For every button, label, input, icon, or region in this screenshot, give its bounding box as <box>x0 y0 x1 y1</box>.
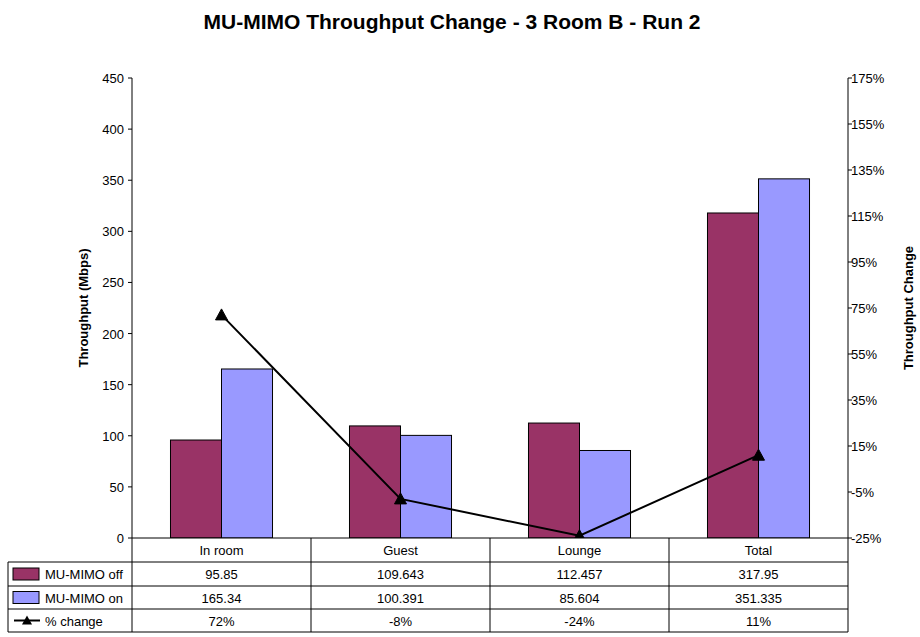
y2-axis-title: Throughput Change <box>901 246 916 370</box>
bar <box>170 440 221 538</box>
table-value: 351.335 <box>735 591 782 606</box>
table-line <box>8 562 9 632</box>
legend-key <box>13 568 39 580</box>
y-tick-label: 250 <box>102 275 124 290</box>
y-tick <box>128 486 132 487</box>
y-tick-label: 350 <box>102 173 124 188</box>
legend-key <box>22 616 32 625</box>
table-value: 72% <box>208 614 234 629</box>
category-label: Guest <box>383 543 418 558</box>
y-tick <box>128 129 132 130</box>
data-table: In room Guest Lounge Total MU-MIMO off 95.85 1… <box>8 538 848 632</box>
table-line <box>132 538 133 632</box>
table-value: -8% <box>389 614 413 629</box>
y2-tick-label: 15% <box>851 439 877 454</box>
table-value: 109.643 <box>377 567 424 582</box>
title: MU-MIMO Throughput Change - 3 Room B - R… <box>204 10 701 33</box>
legend-label: MU-MIMO off <box>45 567 123 582</box>
y-tick-label: 0 <box>117 531 124 546</box>
y-tick-label: 200 <box>102 327 124 342</box>
bar <box>401 435 452 538</box>
table-line <box>848 538 849 632</box>
table-value: 165.34 <box>202 591 242 606</box>
marker <box>753 449 765 460</box>
table-value: 100.391 <box>377 591 424 606</box>
y-tick <box>128 78 132 79</box>
y2-tick-label: -5% <box>851 485 875 500</box>
marker <box>216 309 228 320</box>
y-tick-label: 150 <box>102 378 124 393</box>
marker <box>574 530 586 538</box>
table-line <box>8 562 848 563</box>
category-label: In room <box>199 543 243 558</box>
category-label: Lounge <box>558 543 601 558</box>
y-tick <box>128 538 132 539</box>
y2-tick-label: 135% <box>851 163 885 178</box>
y2-tick-label: 35% <box>851 393 877 408</box>
y-axis-line <box>132 78 133 538</box>
y-tick-label: 50 <box>110 480 124 495</box>
marker <box>395 493 407 504</box>
y-tick <box>128 231 132 232</box>
y-tick-label: 400 <box>102 122 124 137</box>
table-line <box>8 586 848 587</box>
table-value: 11% <box>746 614 771 629</box>
y-tick <box>128 333 132 334</box>
table-line <box>8 609 848 610</box>
y2-tick-label: 175% <box>851 71 885 86</box>
table-value: -24% <box>564 614 595 629</box>
y2-tick-label: 115% <box>851 209 884 224</box>
y-tick <box>128 180 132 181</box>
legend-label: MU-MIMO on <box>45 591 123 606</box>
bar <box>222 369 273 538</box>
y-tick <box>128 384 132 385</box>
table-value: 85.604 <box>560 591 600 606</box>
page: {"chart_data": { "type": "bar", "title":… <box>0 0 920 637</box>
line <box>222 315 759 536</box>
table-line <box>669 538 670 632</box>
legend-label: % change <box>45 614 103 629</box>
y-tick-label: 450 <box>102 71 124 86</box>
table-value: 95.85 <box>205 567 238 582</box>
axes: 0 50 100 150 200 250 300 350 400 450 -25% -5% 15% 35%… <box>76 71 916 546</box>
plot-area <box>170 179 809 538</box>
y-axis-title: Throughput (Mbps) <box>76 248 91 367</box>
table-line <box>8 632 848 633</box>
bar <box>528 423 579 538</box>
bar <box>759 179 810 538</box>
y2-tick-label: 95% <box>851 255 877 270</box>
y-tick <box>128 282 132 283</box>
y2-tick-label: 75% <box>851 301 877 316</box>
chart: MU-MIMO Throughput Change - 3 Room B - R… <box>0 0 920 637</box>
table-line <box>311 538 312 632</box>
y-tick-label: 300 <box>102 224 124 239</box>
table-line <box>490 538 491 632</box>
y-tick <box>128 435 132 436</box>
table-value: 112.457 <box>556 567 602 582</box>
y-tick-label: 100 <box>102 429 124 444</box>
y2-tick-label: 55% <box>851 347 877 362</box>
bar <box>349 426 400 538</box>
category-label: Total <box>745 543 773 558</box>
legend-key <box>13 592 39 604</box>
table-value: 317.95 <box>739 567 779 582</box>
y2-tick-label: 155% <box>851 117 885 132</box>
bar <box>707 213 758 538</box>
y2-tick-label: -25% <box>851 531 882 546</box>
